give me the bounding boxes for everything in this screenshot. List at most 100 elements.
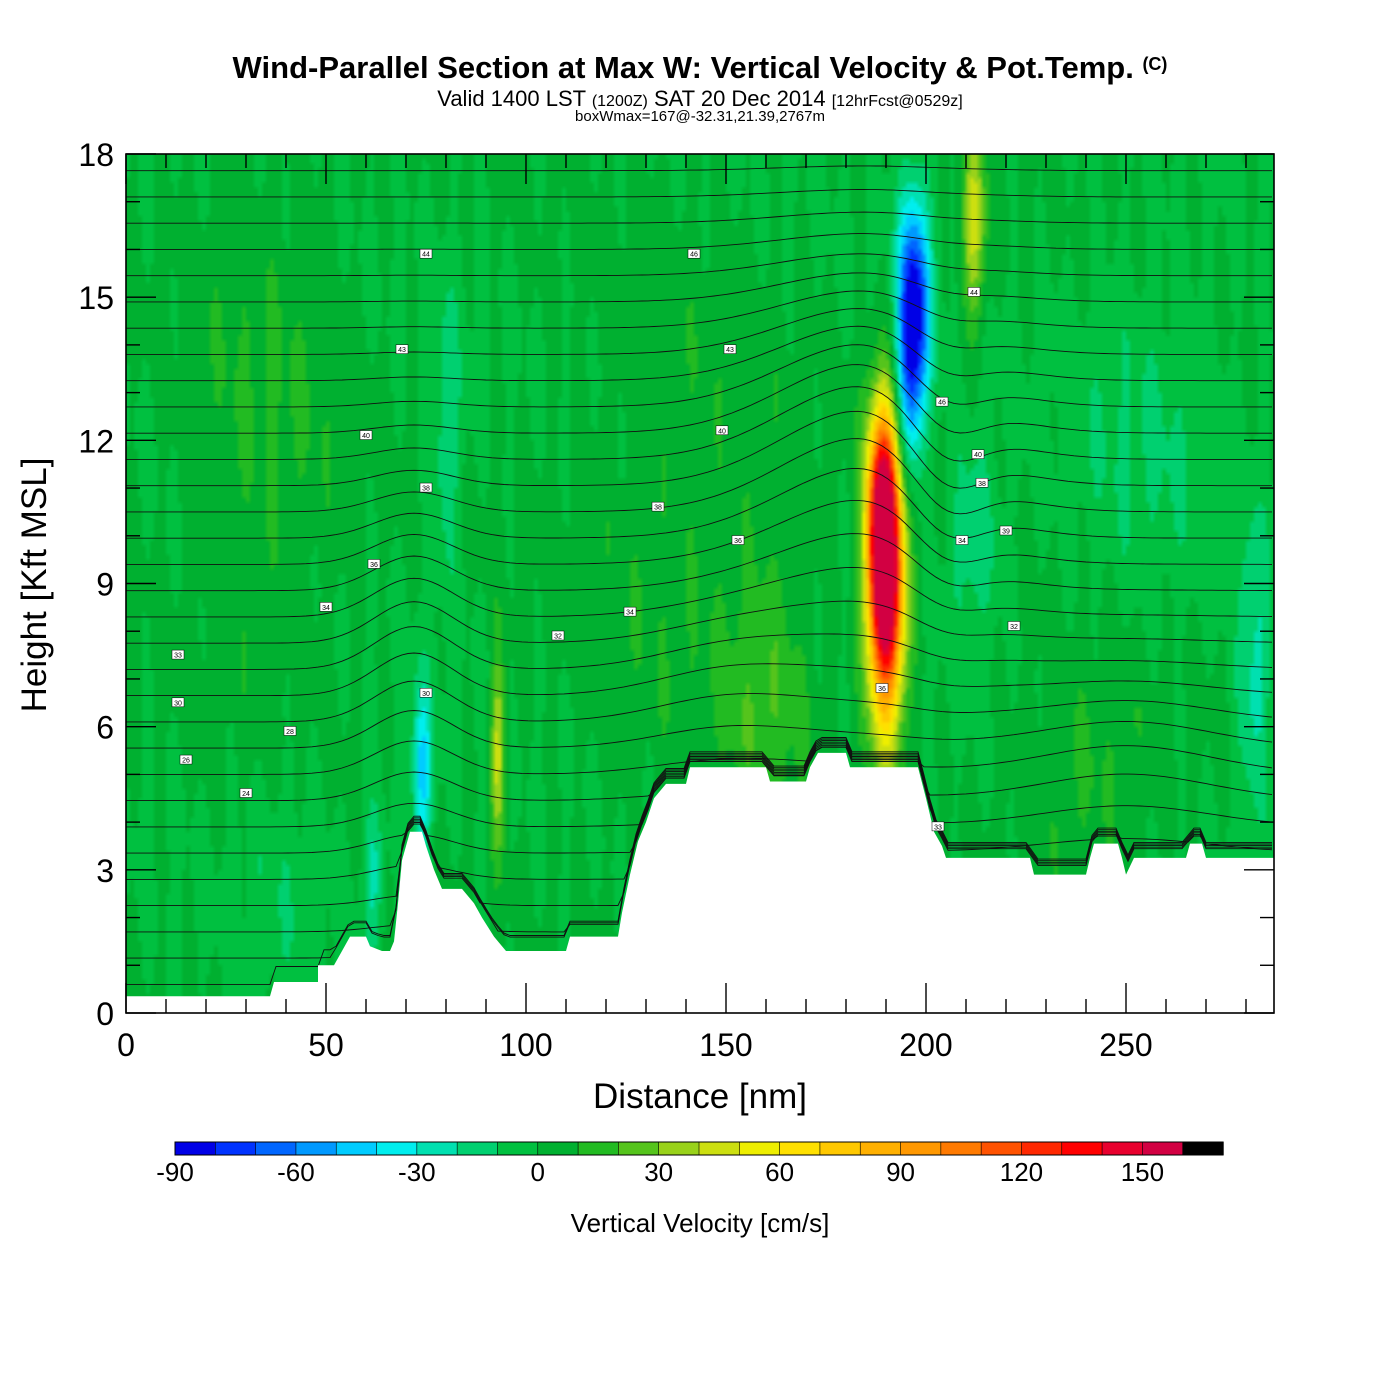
isentrope-line-27	[126, 253, 1272, 277]
colorbar-label-3: 0	[531, 1157, 545, 1187]
contour-label-box-13	[171, 649, 185, 660]
isentrope-line-7	[126, 746, 1273, 802]
contour-label-1: 46	[690, 252, 698, 259]
colorbar-box-14	[739, 1141, 781, 1156]
isentrope-line-30	[126, 189, 1272, 198]
contour-label-9: 36	[734, 538, 742, 545]
y-tick-label-9: 9	[96, 567, 114, 603]
contour-label-7: 38	[654, 505, 662, 512]
x-tick-label-0: 0	[117, 1027, 135, 1063]
contour-label-4: 40	[362, 433, 370, 440]
isentrope-line-28	[126, 233, 1272, 250]
colorbar-label-4: 30	[644, 1157, 673, 1187]
valid-time-line: Valid 1400 LST (1200Z) SAT 20 Dec 2014 […	[0, 86, 1400, 115]
contour-label-5: 40	[718, 428, 726, 435]
contour-label-box-21	[935, 396, 949, 407]
contour-label-22: 40	[974, 452, 982, 459]
colorbar-label-7: 120	[1000, 1157, 1043, 1187]
contour-label-17: 26	[182, 758, 190, 765]
x-tick-label-100: 100	[499, 1027, 552, 1063]
contour-label-19: 36	[878, 686, 886, 693]
isentrope-line-25	[126, 290, 1272, 329]
isentrope-line-12	[126, 626, 1273, 670]
isentrope-line-31	[126, 165, 1272, 172]
contour-label-14: 30	[174, 700, 182, 707]
colorbar-box-17	[859, 1141, 902, 1156]
isentrope-line-16	[126, 499, 1272, 565]
isentrope-line-2	[126, 740, 1272, 933]
colorbar-box-2	[255, 1141, 297, 1156]
contour-label-box-20	[967, 287, 981, 297]
y-tick-label-12: 12	[78, 423, 114, 459]
chart-title: Wind-Parallel Section at Max W: Vertical…	[0, 50, 1400, 86]
contour-label-box-4	[359, 430, 373, 440]
isentrope-line-20	[126, 386, 1272, 462]
isentrope-line-9	[126, 710, 1273, 749]
isentrope-line-22	[126, 344, 1272, 408]
contour-label-24: 39	[1002, 529, 1010, 536]
contour-label-2: 43	[398, 347, 406, 354]
y-axis-label: Height [Kft MSL]	[15, 458, 54, 713]
contour-label-box-10	[319, 602, 333, 612]
colorbar-box-7	[456, 1141, 499, 1156]
contour-label-box-11	[623, 606, 637, 617]
contour-label-box-5	[715, 425, 729, 436]
colorbar-box-6	[416, 1141, 458, 1156]
y-tick-label-15: 15	[78, 280, 114, 316]
contour-label-box-6	[419, 482, 433, 493]
contour-label-box-17	[179, 754, 193, 765]
title-text: Wind-Parallel Section at Max W: Vertical…	[232, 50, 1134, 85]
colorbar-box-10	[577, 1141, 620, 1156]
valid-prefix: Valid 1400 LST	[437, 86, 586, 111]
colorbar-box-18	[900, 1141, 942, 1156]
terrain-mask	[126, 752, 1274, 1013]
contour-label-box-8	[367, 559, 381, 569]
colorbar-box-25	[1182, 1141, 1224, 1156]
isentrope-line-29	[126, 211, 1272, 224]
isentrope-line-18	[126, 438, 1272, 515]
colorbar-box-0	[174, 1141, 217, 1156]
contour-label-6: 38	[422, 486, 430, 493]
contour-label-box-14	[171, 697, 185, 708]
colorbar-box-5	[376, 1141, 418, 1156]
contour-label-box-23	[975, 478, 989, 488]
x-axis-label: Distance [nm]	[593, 1077, 807, 1116]
contour-label-box-19	[875, 683, 889, 693]
contour-label-box-18	[239, 788, 253, 798]
contour-label-box-15	[419, 688, 433, 698]
contour-label-box-22	[971, 449, 985, 459]
isentrope-line-1	[126, 738, 1272, 959]
contour-label-box-3	[723, 344, 737, 354]
colorbar-box-9	[537, 1141, 579, 1156]
potential-temperature-contours	[126, 165, 1273, 985]
y-tick-label-18: 18	[78, 137, 114, 173]
contour-label-18: 24	[242, 791, 250, 798]
isentrope-line-10	[126, 680, 1273, 723]
x-tick-label-50: 50	[308, 1027, 344, 1063]
x-tick-label-150: 150	[699, 1027, 752, 1063]
y-tick-label-6: 6	[96, 710, 114, 746]
contour-label-box-27	[931, 821, 945, 832]
isentrope-line-21	[126, 364, 1272, 434]
contour-label-box-24	[999, 525, 1013, 536]
forecast-info: [12hrFcst@0529z]	[831, 93, 963, 110]
isentrope-line-5	[126, 744, 1273, 854]
colorbar-box-13	[698, 1141, 741, 1156]
isentrope-line-4	[126, 743, 1272, 880]
contour-label-box-7	[651, 501, 665, 512]
contour-label-box-25	[955, 535, 969, 545]
colorbar-box-23	[1101, 1141, 1144, 1156]
colorbar-box-3	[295, 1141, 337, 1156]
box-max-info: boxWmax=167@-32.31,21.39,2767m	[575, 108, 825, 125]
colorbar-label-6: 90	[886, 1157, 915, 1187]
colorbar-box-12	[658, 1141, 700, 1156]
colorbar-frame	[174, 1141, 1224, 1156]
contour-label-11: 34	[626, 610, 634, 617]
x-tick-labels: 0 50 100 150 200 250	[117, 1027, 1153, 1063]
isentrope-line-23	[126, 325, 1272, 382]
contour-label-box-0	[419, 248, 433, 259]
contour-label-12: 32	[554, 633, 562, 640]
colorbar-label-5: 60	[765, 1157, 794, 1187]
x-tick-label-200: 200	[899, 1027, 952, 1063]
